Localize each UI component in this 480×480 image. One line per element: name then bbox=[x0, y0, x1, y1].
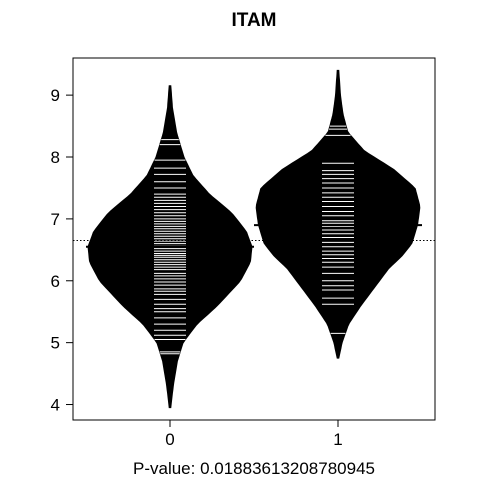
plot-frame bbox=[72, 57, 436, 421]
y-tick-label: 4 bbox=[51, 396, 60, 415]
y-tick-label: 8 bbox=[51, 148, 60, 167]
chart-title: ITAM bbox=[231, 10, 276, 31]
y-tick-label: 7 bbox=[51, 210, 60, 229]
x-tick-label-1: 1 bbox=[333, 430, 342, 449]
bean-shape-1 bbox=[255, 69, 421, 359]
y-tick-label: 5 bbox=[51, 334, 60, 353]
overlays-layer bbox=[73, 224, 435, 248]
x-tick-label-0: 0 bbox=[165, 430, 174, 449]
y-axis: 4 5 6 7 8 9 bbox=[51, 86, 73, 415]
y-tick-label: 6 bbox=[51, 272, 60, 291]
beans-layer bbox=[87, 69, 421, 409]
y-tick-label: 9 bbox=[51, 86, 60, 105]
x-axis-caption: P-value: 0.01883613208780945 bbox=[133, 459, 375, 478]
